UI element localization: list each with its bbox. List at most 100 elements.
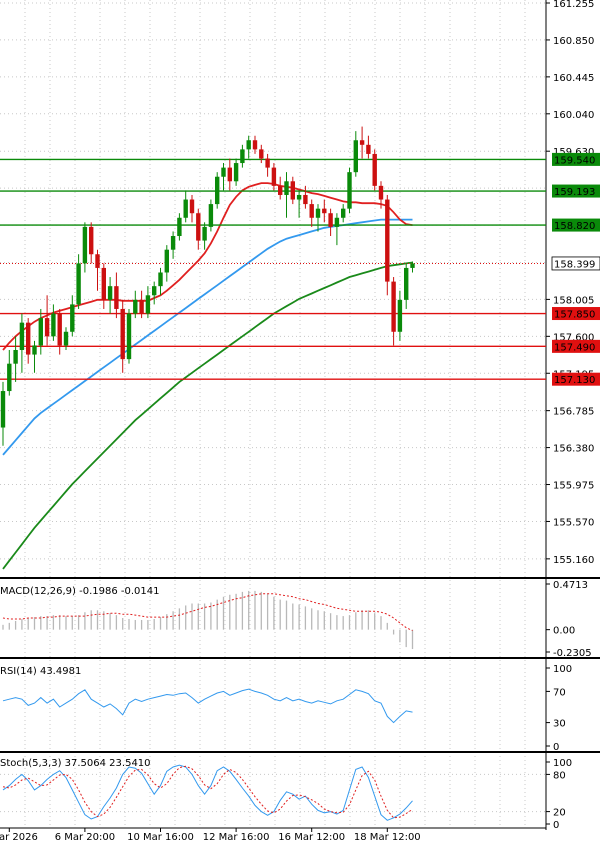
candle-body <box>133 299 138 314</box>
candle-body <box>315 208 321 218</box>
current-price-label: 158.399 <box>554 259 595 270</box>
stoch-y-tick-label: 100 <box>553 758 572 769</box>
y-tick-label: 155.570 <box>553 517 594 528</box>
candle-body <box>152 286 157 296</box>
rsi-y-tick-label: 100 <box>553 664 572 675</box>
y-tick-label: 156.380 <box>553 444 594 455</box>
candle-body <box>196 213 201 241</box>
level-badge <box>552 152 600 166</box>
level-badge <box>552 218 600 232</box>
macd-y-tick-label: -0.2305 <box>553 648 592 659</box>
candle-body <box>32 345 37 355</box>
candle-body <box>7 363 12 392</box>
candle-body <box>252 140 258 150</box>
y-tick-label: 156.785 <box>553 407 594 418</box>
candle-body <box>278 185 283 195</box>
candle-body <box>391 281 396 332</box>
candle-body <box>215 176 220 205</box>
level-badge <box>552 372 600 386</box>
y-tick-label: 157.600 <box>553 332 594 343</box>
candle-body <box>385 199 390 282</box>
candle-body <box>227 167 232 182</box>
candle-body <box>284 181 289 195</box>
ma-green-line <box>2 261 413 570</box>
candle-body <box>246 140 251 150</box>
candle-body <box>221 167 226 177</box>
y-tick-label: 159.630 <box>553 147 594 158</box>
candles <box>0 126 415 446</box>
candle-body <box>114 286 119 309</box>
candle-body <box>202 226 207 241</box>
rsi-line <box>2 688 413 724</box>
candle-body <box>366 144 371 154</box>
candle-body <box>126 313 132 360</box>
stoch-y-tick-label: 0 <box>553 820 559 831</box>
level-label: 157.490 <box>554 342 595 353</box>
macd-y-tick-label: 0.00 <box>553 626 575 637</box>
grid <box>0 0 546 828</box>
candle-body <box>353 140 358 173</box>
candle-body <box>189 199 195 214</box>
level-badge <box>552 184 600 198</box>
level-label: 157.130 <box>554 375 595 386</box>
candle-body <box>359 140 365 145</box>
candle-body <box>290 181 295 200</box>
y-tick-label: 161.255 <box>553 0 594 10</box>
x-tick-label: 16 Mar 12:00 <box>278 832 345 843</box>
candle-body <box>347 172 352 209</box>
y-tick-label: 160.040 <box>553 110 594 121</box>
candle-body <box>145 295 151 314</box>
candle-body <box>44 318 50 337</box>
candle-body <box>107 286 113 300</box>
level-badge <box>552 339 600 353</box>
candle-body <box>296 194 302 200</box>
candle-body <box>233 163 239 182</box>
candle-body <box>183 199 188 218</box>
candle-body <box>63 331 69 346</box>
candle-body <box>57 313 62 346</box>
y-tick-label: 158.005 <box>553 295 594 306</box>
candle-body <box>240 149 245 164</box>
y-tick-label: 160.850 <box>553 36 594 47</box>
rsi-label: RSI(14) 43.4981 <box>0 666 81 677</box>
stoch-k-line <box>2 764 413 821</box>
candle-body <box>334 217 340 227</box>
level-label: 159.540 <box>554 155 595 166</box>
x-tick-label: 3 Mar 2026 <box>0 832 38 843</box>
candle-body <box>170 236 176 250</box>
candle-body <box>95 254 100 268</box>
candle-body <box>322 208 327 214</box>
x-tick-label: 10 Mar 16:00 <box>127 832 194 843</box>
level-label: 157.850 <box>554 310 595 321</box>
candle-body <box>378 185 384 200</box>
stoch-label: Stoch(5,3,3) 37.5064 23.5410 <box>0 758 151 769</box>
macd-signal-line <box>2 593 413 632</box>
candle-body <box>76 263 81 305</box>
x-tick-label: 18 Mar 12:00 <box>354 832 421 843</box>
rsi-y-tick-label: 0 <box>553 742 559 753</box>
stoch-d-line <box>2 765 413 819</box>
candle-body <box>139 299 144 314</box>
candle-body <box>120 308 125 360</box>
candle-body <box>271 167 277 186</box>
candle-body <box>38 318 43 346</box>
candle-body <box>177 217 182 237</box>
candle-body <box>328 213 333 227</box>
stoch-y-tick-label: 20 <box>553 808 566 819</box>
rsi-y-tick-label: 30 <box>553 719 566 730</box>
candle-body <box>51 313 56 337</box>
candle-body <box>0 391 6 428</box>
candle-body <box>164 249 169 273</box>
candle-body <box>259 149 264 159</box>
candle-body <box>13 350 18 364</box>
rsi-y-tick-label: 70 <box>553 687 566 698</box>
candle-body <box>397 299 403 332</box>
candle-body <box>89 226 94 255</box>
candle-body <box>372 153 377 186</box>
x-tick-label: 6 Mar 20:00 <box>55 832 115 843</box>
level-label: 158.820 <box>554 221 595 232</box>
candle-body <box>303 194 308 205</box>
candle-body <box>158 272 163 287</box>
stoch-y-tick-label: 80 <box>553 770 566 781</box>
